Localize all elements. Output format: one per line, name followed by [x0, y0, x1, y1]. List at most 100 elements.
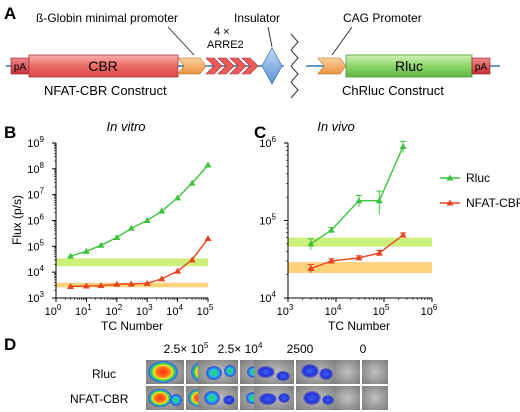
x-tick-exponent: 3: [148, 303, 153, 312]
imaging-tile: [146, 360, 184, 384]
legend-marker-nfat: [446, 199, 454, 206]
data-point: [355, 254, 363, 261]
construct-right-label: ChRluc Construct: [342, 83, 444, 98]
x-tick-label: 105: [373, 303, 390, 318]
data-point: [307, 240, 315, 247]
x-tick-exponent: 6: [433, 303, 438, 312]
y-tick-label: 104: [27, 264, 44, 279]
data-point: [158, 275, 166, 282]
x-tick-label: 105: [197, 303, 214, 318]
x-tick-label: 104: [166, 303, 183, 318]
cag-pointer: [331, 26, 353, 56]
data-point: [355, 197, 363, 204]
panel-d: D 2.5× 105 2.5× 104 2500 0 Rluc NFAT-CBR: [4, 335, 388, 410]
data-point: [113, 233, 121, 240]
x-tick-base: 10: [166, 306, 178, 318]
x-tick-label: 102: [105, 303, 122, 318]
cag-label: CAG Promoter: [343, 11, 422, 25]
highlight-band: [288, 262, 432, 274]
x-tick-base: 10: [45, 306, 57, 318]
col-header-3: 2500: [287, 342, 314, 356]
y-tick-exponent: 5: [40, 238, 45, 247]
imaging-tile: [198, 386, 238, 410]
cbr-box: [28, 54, 179, 78]
data-point: [82, 282, 90, 289]
imaging-tile: [254, 386, 294, 410]
y-tick-exponent: 4: [272, 290, 277, 299]
panel-b-ylabel: Flux (p/s): [10, 195, 24, 245]
data-point: [174, 267, 182, 274]
panel-b-title: In vitro: [106, 119, 145, 134]
x-tick-exponent: 2: [118, 303, 123, 312]
pa-box-right: [471, 57, 491, 75]
insulator-label: Insulator: [234, 11, 280, 25]
y-tick-base: 10: [27, 293, 39, 305]
y-tick-exponent: 3: [40, 290, 45, 299]
y-tick-exponent: 5: [272, 213, 277, 222]
series-line-nfat-cbr: [70, 238, 209, 288]
y-tick-exponent: 6: [272, 135, 277, 144]
x-tick-label: 103: [136, 303, 153, 318]
imaging-tile: [254, 360, 294, 384]
imaging-tile: [296, 386, 336, 410]
insulator-pointer: [267, 26, 273, 48]
col-header-2: 2.5× 104: [218, 341, 263, 356]
arre-chevron: [229, 57, 247, 75]
x-tick-label: 106: [421, 303, 438, 318]
row-label-rluc: Rluc: [92, 367, 116, 381]
globin-label: ß-Globin minimal promoter: [36, 11, 178, 25]
data-point: [67, 282, 75, 289]
y-tick-exponent: 7: [40, 187, 45, 196]
x-tick-base: 10: [75, 306, 87, 318]
arre-label: ARRE2: [207, 39, 244, 51]
globin-pointer: [167, 26, 195, 56]
data-point: [375, 249, 383, 256]
x-tick-label: 103: [277, 303, 294, 318]
data-point: [375, 197, 383, 204]
y-tick-label: 105: [259, 213, 276, 228]
x-tick-label: 101: [75, 303, 92, 318]
cag-promoter: [317, 57, 347, 75]
data-point: [204, 235, 212, 242]
zigzag-break: [290, 33, 299, 99]
panel-c-title: In vivo: [317, 119, 355, 134]
x-tick-base: 10: [197, 306, 209, 318]
y-tick-exponent: 8: [40, 161, 45, 170]
y-tick-label: 106: [27, 213, 44, 228]
x-tick-base: 10: [136, 306, 148, 318]
panel-b-letter: B: [4, 123, 16, 142]
x-tick-exponent: 4: [337, 303, 342, 312]
data-point: [82, 247, 90, 254]
data-point: [204, 161, 212, 168]
panel-c-xlabel: TC Number: [328, 319, 390, 333]
data-point: [327, 226, 335, 233]
data-point: [327, 257, 335, 264]
data-point: [143, 279, 151, 286]
x-tick-exponent: 1: [87, 303, 92, 312]
y-tick-base: 10: [27, 138, 39, 150]
y-tick-label: 106: [259, 135, 276, 150]
x-tick-exponent: 4: [178, 303, 183, 312]
pa-label-right: pA: [475, 62, 488, 73]
legend-label-rluc: Rluc: [466, 171, 490, 185]
panel-a: A pA CBR Rluc pA ß-Globin minimal promot…: [4, 4, 500, 99]
construct-left-label: NFAT-CBR Construct: [44, 83, 167, 98]
y-tick-base: 10: [27, 164, 39, 176]
y-tick-exponent: 9: [40, 135, 45, 144]
y-tick-base: 10: [27, 241, 39, 253]
y-tick-base: 10: [27, 267, 39, 279]
col-header-1: 2.5× 105: [164, 341, 209, 356]
x-tick-base: 10: [373, 306, 385, 318]
y-tick-exponent: 6: [40, 213, 45, 222]
y-tick-label: 107: [27, 187, 44, 202]
data-point: [67, 252, 75, 259]
y-tick-exponent: 4: [40, 264, 45, 273]
col-header-4: 0: [360, 342, 367, 356]
data-point: [188, 179, 196, 186]
imaging-tile: [296, 360, 336, 384]
x-tick-exponent: 5: [209, 303, 214, 312]
data-point: [97, 241, 105, 248]
